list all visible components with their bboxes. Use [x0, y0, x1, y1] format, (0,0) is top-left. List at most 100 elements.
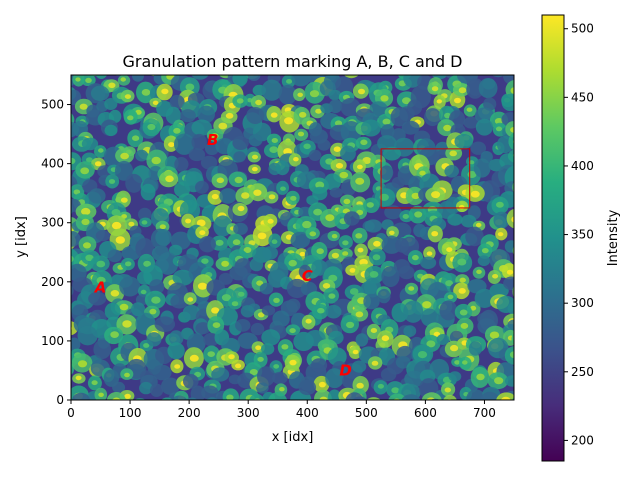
- granule: [523, 372, 541, 392]
- x-axis: 0 100 200 300 400 500 600 700: [67, 400, 496, 420]
- granule: [401, 120, 420, 135]
- granule: [395, 356, 411, 369]
- granule: [195, 180, 209, 194]
- granule-core: [257, 356, 264, 362]
- x-axis-label: x [idx]: [272, 430, 314, 445]
- region-rectangle: [380, 148, 471, 209]
- granule-core: [303, 143, 311, 150]
- granule-core: [318, 381, 326, 388]
- granule-core: [372, 254, 381, 261]
- granule-core: [317, 307, 325, 314]
- granule: [512, 285, 514, 298]
- annotation-a: A: [94, 279, 107, 297]
- granule-core: [211, 307, 220, 314]
- granule-core: [431, 191, 441, 199]
- granule-core: [241, 192, 250, 199]
- granule-core: [510, 87, 514, 94]
- granule: [518, 119, 530, 130]
- granule: [343, 211, 360, 226]
- granule: [81, 137, 99, 151]
- granule: [478, 78, 498, 99]
- granule: [352, 396, 367, 400]
- granule: [479, 391, 500, 400]
- granule: [75, 403, 95, 420]
- granule-core: [124, 393, 131, 399]
- granule: [506, 208, 514, 229]
- granule: [161, 377, 180, 395]
- granule-core: [334, 120, 343, 126]
- granule-core: [426, 397, 436, 400]
- granule-core: [235, 363, 242, 369]
- granule: [67, 57, 83, 72]
- granule: [328, 389, 341, 400]
- granule-core: [316, 248, 324, 255]
- granule-core: [380, 95, 389, 102]
- granule-core: [516, 399, 523, 404]
- granule-core: [141, 220, 148, 225]
- granule-core: [279, 387, 285, 392]
- granule-core: [309, 231, 317, 237]
- granule: [119, 276, 141, 297]
- granule-core: [302, 220, 312, 229]
- granule-core: [521, 84, 528, 89]
- granule-core: [143, 343, 150, 348]
- granule: [382, 146, 401, 161]
- granule-core: [339, 171, 349, 179]
- granule-core: [110, 290, 120, 297]
- granule-core: [349, 288, 359, 295]
- granule-core: [185, 218, 192, 224]
- granule: [505, 375, 514, 387]
- granule: [507, 319, 514, 331]
- granule: [174, 157, 189, 172]
- granule-core: [518, 246, 527, 253]
- granule: [391, 176, 405, 189]
- granule-core: [124, 94, 131, 99]
- granule: [186, 397, 198, 400]
- granule: [521, 382, 540, 401]
- granule-core: [189, 354, 199, 362]
- granule: [191, 75, 209, 80]
- granule: [172, 269, 194, 286]
- granule: [259, 282, 274, 295]
- granule-core: [77, 360, 88, 368]
- granule-core: [173, 127, 181, 134]
- granule: [474, 288, 495, 308]
- granule-core: [212, 322, 221, 328]
- x-tick-label: 300: [237, 406, 260, 420]
- granule: [475, 118, 493, 136]
- granule-core: [228, 354, 235, 360]
- granule: [496, 392, 514, 400]
- granule-core: [99, 70, 105, 74]
- granule-core: [371, 360, 379, 366]
- annotation-d: D: [339, 361, 351, 379]
- granule-core: [373, 240, 381, 247]
- granule-core: [527, 389, 536, 396]
- granule-core: [518, 185, 525, 191]
- granule-core: [108, 179, 116, 184]
- y-tick-label: 300: [41, 216, 64, 230]
- granule: [512, 181, 514, 193]
- granule: [188, 148, 206, 162]
- granule: [169, 244, 183, 256]
- granule-core: [411, 192, 420, 200]
- granule: [507, 301, 514, 316]
- granule-core: [534, 84, 542, 91]
- granule-core: [462, 360, 468, 365]
- granule-core: [161, 88, 169, 95]
- granule-core: [355, 311, 364, 318]
- granule: [331, 401, 347, 419]
- granule: [135, 149, 149, 162]
- granule-core: [221, 294, 231, 302]
- granule: [229, 265, 248, 281]
- granule-core: [115, 236, 126, 244]
- granule-core: [470, 190, 480, 198]
- granule-core: [524, 167, 532, 173]
- granule: [261, 79, 283, 101]
- granule-core: [226, 394, 234, 400]
- granule-core: [174, 364, 181, 369]
- granule: [246, 107, 265, 124]
- granule: [525, 103, 543, 117]
- granule: [154, 316, 176, 333]
- granule-core: [269, 146, 279, 154]
- granule: [235, 319, 251, 332]
